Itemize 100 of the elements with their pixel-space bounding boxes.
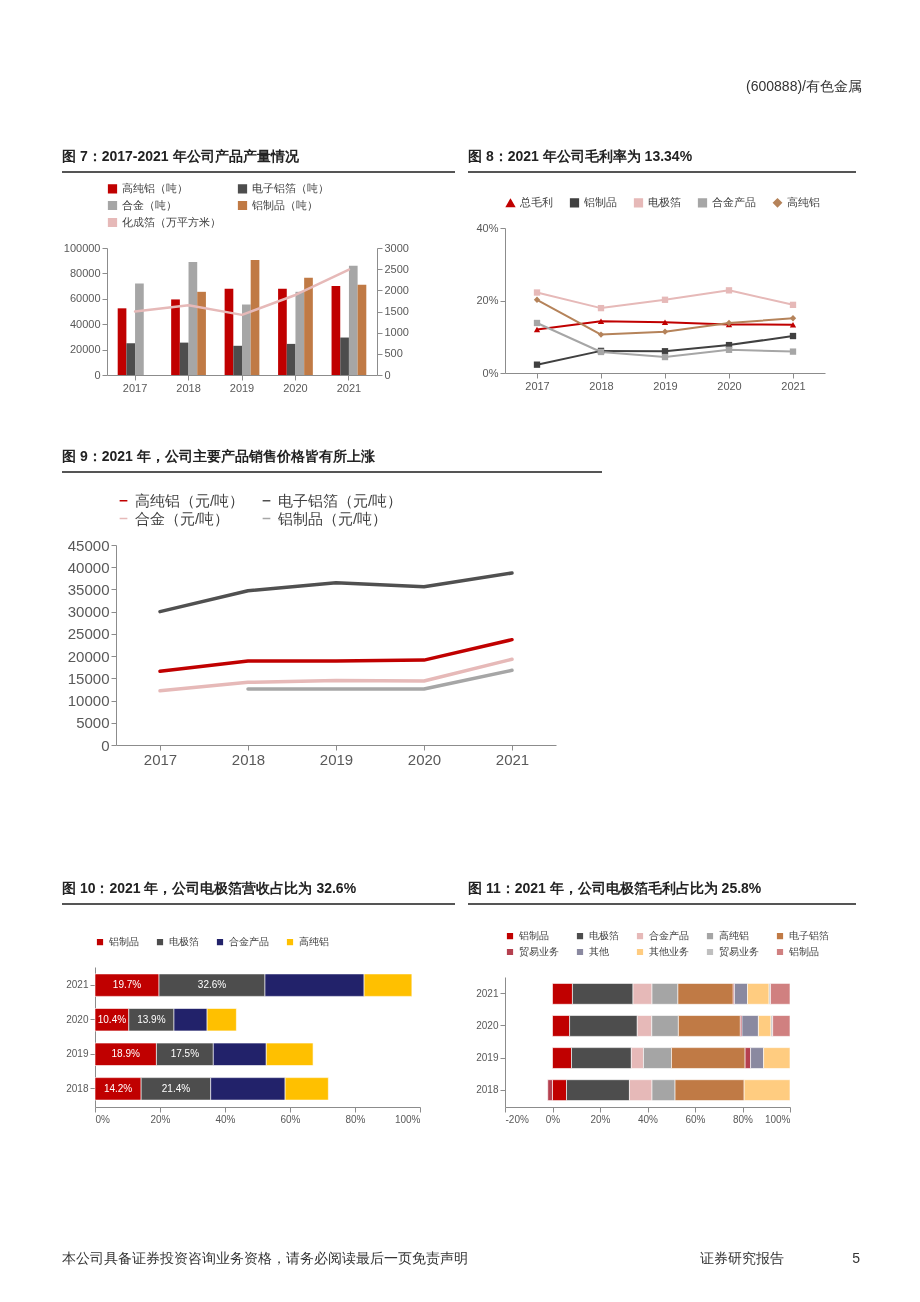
data-label: 13.9% — [137, 1013, 166, 1025]
y-tick-label: 2020 — [66, 1013, 89, 1025]
y-tick-label: 2021 — [66, 979, 89, 991]
x-tick-label: 2017 — [525, 379, 550, 392]
x-tick-label: 2021 — [336, 381, 362, 394]
y-tick-label: 30000 — [67, 603, 110, 621]
y-tick-label: 40000 — [67, 558, 110, 576]
x-tick-label: 0% — [545, 1113, 561, 1125]
data-label: 18.9% — [111, 1048, 140, 1060]
y-tick-label: 2018 — [66, 1082, 89, 1094]
y2-tick-label: 1000 — [384, 326, 409, 339]
x-tick-label: 2020 — [717, 379, 742, 392]
y-tick-label: 100000 — [63, 241, 101, 254]
legend-label: 铝制品 — [518, 930, 549, 942]
x-tick-label: -20% — [505, 1113, 529, 1125]
legend-label: 铝制品（吨） — [251, 198, 318, 211]
legend-label: 化成箔（万平方米） — [122, 215, 221, 228]
chart-title: 图 8：2021 年公司毛利率为 13.34% — [468, 148, 856, 173]
data-label: 10.4% — [97, 1013, 127, 1025]
y-tick-label: 20000 — [67, 647, 110, 665]
legend-label: 高纯铝 — [719, 930, 749, 942]
legend-label: 电子铝箔（吨） — [252, 181, 329, 194]
y-tick-label: 35000 — [67, 580, 110, 598]
chart-title: 图 9：2021 年，公司主要产品销售价格皆有所上涨 — [62, 448, 602, 473]
legend-label: 高纯铝 — [299, 936, 329, 948]
legend-label: 铝制品 — [108, 936, 139, 948]
legend-label: 铝制品（元/吨） — [277, 509, 388, 527]
y2-tick-label: 1500 — [384, 305, 409, 317]
legend-label: 总毛利 — [519, 196, 553, 209]
legend-label: 合金产品 — [229, 936, 269, 948]
x-tick-label: 40% — [637, 1113, 659, 1125]
text: (600888)/有色金属 — [745, 78, 862, 96]
data-label: 14.2% — [103, 1082, 133, 1094]
x-tick-label: 2017 — [122, 381, 148, 394]
y-tick-label: 2020 — [476, 1019, 499, 1031]
chart-title: 图 11：2021 年，公司电极箔毛利占比为 25.8% — [468, 880, 856, 905]
y-tick-label: 45000 — [67, 536, 110, 554]
legend-label: 电子铝箔（元/吨） — [278, 491, 403, 509]
y-tick-label: 10000 — [67, 692, 110, 710]
legend-label: 合金产品 — [649, 930, 689, 942]
x-tick-label: 20% — [150, 1113, 171, 1125]
legend-label: 贸易业务 — [519, 946, 559, 957]
x-tick-label: 80% — [732, 1113, 754, 1125]
x-tick-label: 100% — [764, 1113, 791, 1125]
y-tick-label: 2021 — [476, 987, 499, 999]
y2-tick-label: 500 — [384, 347, 403, 360]
legend-label: 电极箔 — [589, 930, 619, 942]
x-tick-label: 2020 — [407, 750, 442, 768]
x-tick-label: 2019 — [653, 379, 678, 392]
y2-tick-label: 0 — [384, 368, 391, 381]
text: 5 — [851, 1250, 860, 1266]
y-tick-label: 0 — [94, 368, 101, 381]
legend-label: 合金产品 — [712, 195, 756, 208]
legend-label: 其他业务 — [649, 946, 689, 957]
x-tick-label: 2021 — [781, 379, 806, 392]
x-tick-label: 20% — [590, 1113, 611, 1125]
x-tick-label: 60% — [685, 1113, 706, 1125]
y2-tick-label: 2500 — [384, 262, 409, 275]
data-label: 21.4% — [161, 1082, 191, 1094]
y-tick-label: 60000 — [69, 292, 101, 305]
text: 本公司具备证券投资咨询业务资格，请务必阅读最后一页免责声明 — [62, 1250, 469, 1268]
legend-label: 高纯铝 — [787, 195, 820, 208]
y-tick-label: 20000 — [69, 343, 101, 356]
y-tick-label: 40% — [476, 221, 499, 234]
x-tick-label: 2019 — [229, 381, 255, 394]
legend-label: 高纯铝（吨） — [122, 181, 188, 194]
chart-title: 图 7：2017-2021 年公司产品产量情况 — [62, 148, 455, 173]
y2-tick-label: 2000 — [384, 283, 409, 296]
y-tick-label: 2019 — [66, 1048, 89, 1060]
x-tick-label: 2020 — [283, 381, 308, 394]
y-tick-label: 80000 — [69, 266, 101, 279]
y-tick-label: 25000 — [67, 625, 110, 643]
y-tick-label: 5000 — [76, 714, 110, 732]
y-tick-label: 2019 — [476, 1052, 499, 1064]
x-tick-label: 100% — [394, 1113, 421, 1125]
x-tick-label: 2017 — [143, 750, 178, 768]
y2-tick-label: 3000 — [384, 241, 409, 254]
y-tick-label: 20% — [476, 294, 499, 306]
y-tick-label: 0 — [101, 736, 110, 754]
legend-label: 铝制品 — [788, 946, 819, 957]
x-tick-label: 2021 — [495, 750, 530, 768]
x-tick-label: 80% — [345, 1113, 366, 1125]
legend-label: 其他 — [589, 946, 609, 957]
x-tick-label: 40% — [215, 1113, 236, 1125]
chart-title: 图 10：2021 年，公司电极箔营收占比为 32.6% — [62, 880, 455, 905]
data-label: 17.5% — [170, 1048, 200, 1060]
x-tick-label: 2018 — [589, 379, 614, 392]
legend-label: 铝制品 — [583, 195, 617, 208]
legend-label: 电极箔 — [169, 936, 199, 948]
legend-label: 电极箔 — [648, 195, 681, 208]
y-tick-label: 2018 — [476, 1084, 499, 1096]
data-label: 32.6% — [197, 979, 227, 991]
x-tick-label: 2019 — [319, 750, 354, 768]
legend-label: 合金（元/吨） — [135, 509, 230, 527]
text: 证券研究报告 — [700, 1250, 785, 1268]
y-tick-label: 15000 — [67, 669, 110, 687]
y-tick-label: 0% — [482, 366, 499, 379]
x-tick-label: 60% — [280, 1113, 301, 1125]
data-label: 19.7% — [112, 979, 142, 991]
legend-label: 高纯铝（元/吨） — [135, 491, 245, 509]
